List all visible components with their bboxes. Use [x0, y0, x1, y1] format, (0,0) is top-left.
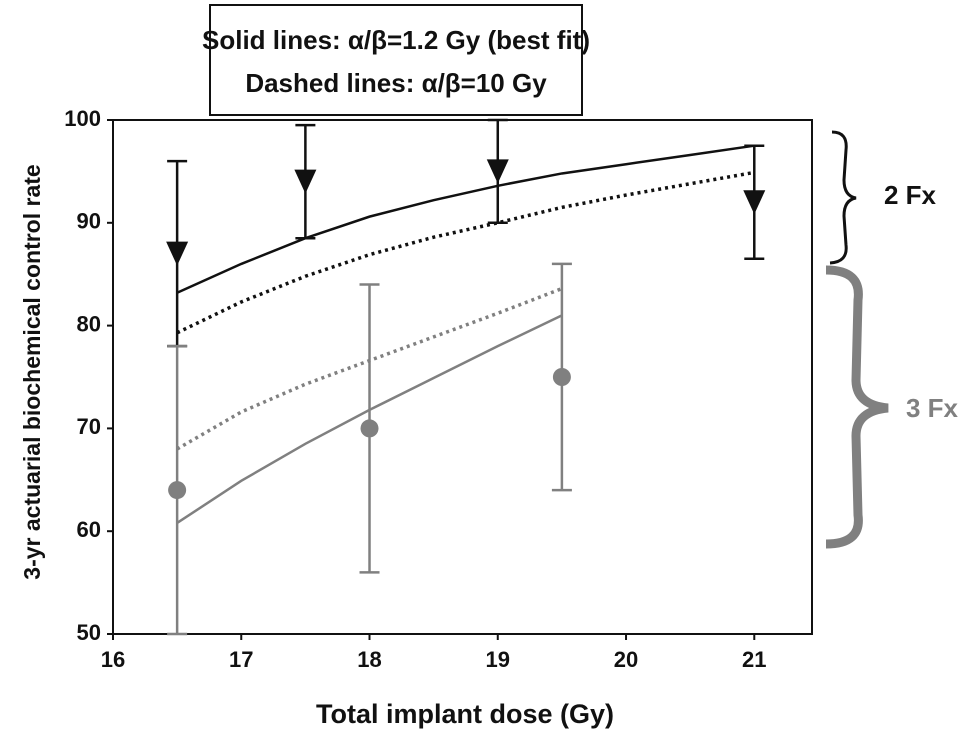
- x-tick-label: 16: [101, 647, 125, 672]
- legend-text: Dashed lines: α/β=10 Gy: [245, 68, 547, 98]
- marker: [168, 481, 187, 500]
- marker: [166, 241, 189, 266]
- marker: [360, 419, 379, 438]
- fit-line: [176, 144, 755, 294]
- y-tick-label: 100: [64, 106, 101, 131]
- x-tick-label: 17: [229, 647, 253, 672]
- y-tick-label: 50: [77, 620, 101, 645]
- marker: [486, 159, 509, 184]
- brace: [829, 130, 857, 265]
- x-axis-label: Total implant dose (Gy): [316, 699, 614, 729]
- y-tick-label: 60: [77, 517, 101, 542]
- y-axis-label: 3-yr actuarial biochemical control rate: [19, 164, 45, 579]
- marker: [294, 169, 317, 194]
- group-label: 2 Fx: [884, 180, 937, 210]
- y-tick-label: 90: [77, 209, 101, 234]
- y-tick-label: 80: [77, 311, 101, 336]
- x-tick-label: 20: [614, 647, 638, 672]
- x-tick-label: 19: [486, 647, 510, 672]
- legend-box: [209, 4, 583, 116]
- marker: [552, 368, 571, 386]
- x-tick-label: 18: [357, 647, 381, 672]
- plot-frame: [112, 119, 813, 635]
- x-tick-label: 21: [742, 647, 766, 672]
- brace: [825, 265, 889, 549]
- fit-line: [176, 170, 755, 335]
- marker: [743, 190, 766, 215]
- legend-text: Solid lines: α/β=1.2 Gy (best fit): [202, 25, 590, 55]
- y-tick-label: 70: [77, 414, 101, 439]
- group-label: 3 Fx: [906, 393, 959, 423]
